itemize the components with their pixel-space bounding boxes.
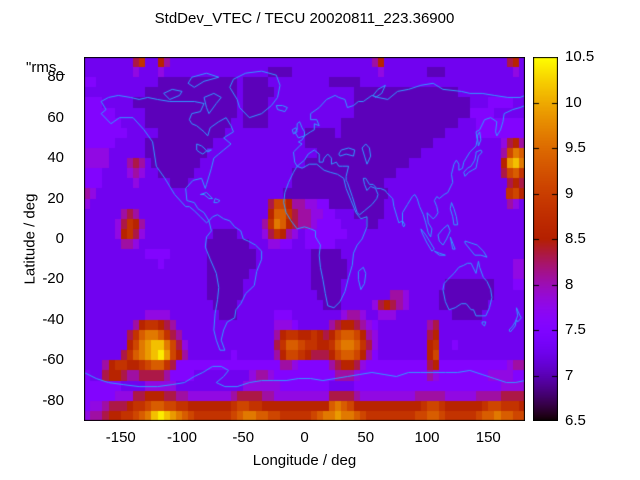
- y-tick-label: 20: [47, 189, 64, 207]
- x-tick-label: -150: [105, 429, 136, 446]
- stray-rms-label: "rms_: [26, 59, 65, 76]
- y-tick-label: 0: [55, 230, 64, 247]
- colorbar-tick-label: 9.5: [565, 139, 586, 156]
- colorbar-tick-label: 10: [565, 93, 582, 111]
- colorbar-tick-label: 8: [565, 275, 574, 293]
- y-tick-label: -80: [42, 391, 64, 409]
- x-tick-label: -50: [232, 429, 255, 446]
- chart-title: StdDev_VTEC / TECU 20020811_223.36900: [154, 10, 455, 27]
- colorbar-canvas: [533, 57, 558, 421]
- colorbar-tick-label: 7: [565, 366, 574, 384]
- y-tick-label: -60: [42, 351, 64, 369]
- colorbar-tick-label: 9: [565, 184, 574, 202]
- x-tick-label: 150: [475, 429, 501, 446]
- colorbar-tick-label: 8.5: [565, 230, 586, 247]
- y-tick-label: 40: [47, 149, 64, 167]
- y-tick-label: -40: [42, 310, 64, 328]
- x-tick-label: -100: [166, 429, 198, 446]
- y-tick-label: 80: [47, 68, 64, 86]
- x-tick-label: 50: [357, 429, 375, 446]
- colorbar-tick-label: 7.5: [565, 321, 586, 338]
- y-tick-label: 60: [47, 108, 64, 126]
- world-heatmap-canvas: [84, 57, 525, 421]
- x-axis-label: Longitude / deg: [252, 452, 357, 469]
- colorbar-tick-label: 10.5: [565, 48, 595, 65]
- x-tick-label: 0: [300, 429, 309, 446]
- colorbar-tick-label: 6.5: [565, 412, 586, 429]
- y-tick-label: -20: [42, 270, 64, 288]
- x-tick-label: 100: [414, 429, 440, 446]
